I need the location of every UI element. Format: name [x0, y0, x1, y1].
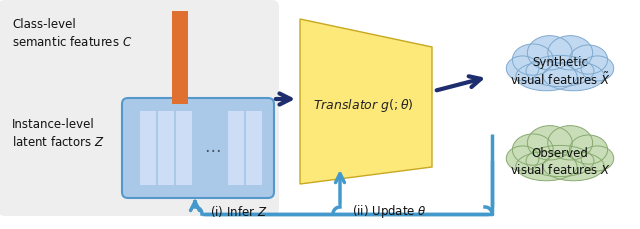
- Bar: [246, 112, 262, 185]
- Ellipse shape: [513, 134, 553, 165]
- Text: (ii) Update $\theta$: (ii) Update $\theta$: [352, 203, 427, 220]
- Ellipse shape: [581, 146, 614, 171]
- Ellipse shape: [543, 152, 604, 181]
- Ellipse shape: [506, 146, 539, 171]
- Polygon shape: [300, 20, 432, 184]
- Ellipse shape: [516, 62, 577, 91]
- Bar: [158, 112, 174, 185]
- Ellipse shape: [570, 135, 607, 164]
- Text: Instance-level
latent factors $\mathit{Z}$: Instance-level latent factors $\mathit{Z…: [12, 117, 104, 148]
- Ellipse shape: [527, 126, 572, 160]
- Ellipse shape: [527, 36, 572, 71]
- Ellipse shape: [506, 57, 539, 82]
- Bar: [172, 12, 188, 105]
- FancyBboxPatch shape: [122, 98, 274, 198]
- Ellipse shape: [570, 46, 607, 75]
- Ellipse shape: [548, 126, 593, 160]
- Ellipse shape: [526, 56, 594, 87]
- Bar: [176, 112, 192, 185]
- Ellipse shape: [581, 57, 614, 82]
- Text: Observed
visual features $X$: Observed visual features $X$: [509, 147, 611, 176]
- Text: Synthetic
visual features $\tilde{X}$: Synthetic visual features $\tilde{X}$: [509, 56, 611, 88]
- Text: Translator $g(;\theta)$: Translator $g(;\theta)$: [313, 96, 413, 113]
- Ellipse shape: [526, 146, 594, 177]
- Bar: [140, 112, 156, 185]
- Bar: [228, 112, 244, 185]
- Text: Class-level
semantic features $\mathit{C}$: Class-level semantic features $\mathit{C…: [12, 18, 132, 49]
- FancyBboxPatch shape: [0, 1, 279, 216]
- Text: $\cdots$: $\cdots$: [204, 139, 220, 157]
- Ellipse shape: [516, 152, 577, 181]
- Ellipse shape: [543, 62, 604, 91]
- Text: (i) Infer $\mathit{Z}$: (i) Infer $\mathit{Z}$: [210, 204, 268, 218]
- Ellipse shape: [548, 36, 593, 71]
- Ellipse shape: [513, 45, 553, 76]
